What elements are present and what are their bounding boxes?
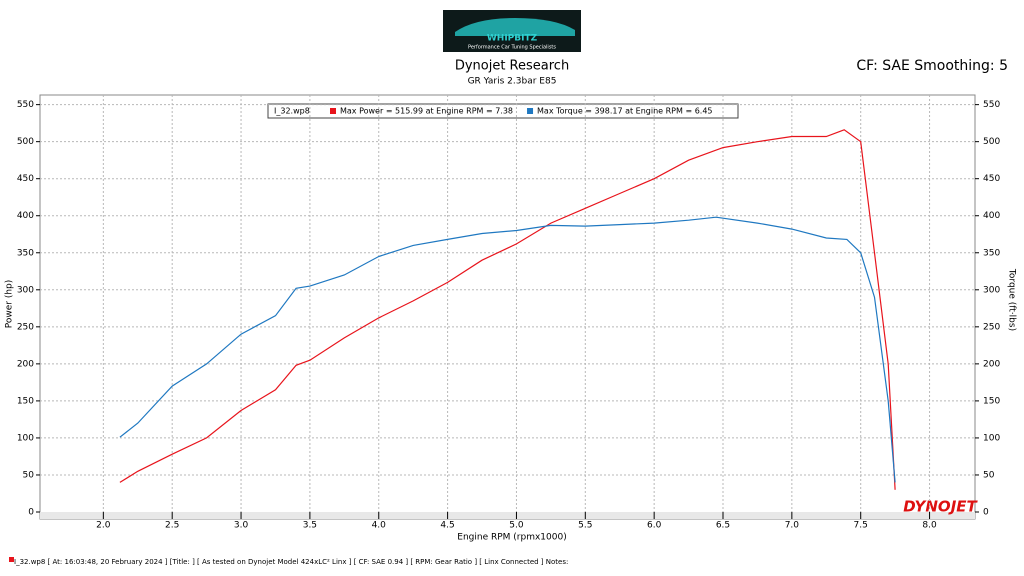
series-line xyxy=(119,129,896,490)
y2-tick-label: 400 xyxy=(983,211,1000,221)
chart-title: Dynojet Research xyxy=(455,59,569,74)
y-tick-label: 500 xyxy=(17,137,34,147)
legend xyxy=(267,103,739,119)
x-tick-label: 5.0 xyxy=(509,521,524,531)
x-axis-strip xyxy=(40,512,975,519)
y2-tick-label: 150 xyxy=(983,396,1000,406)
y-tick-label: 350 xyxy=(17,248,34,258)
footer-text: I_32.wp8 [ At: 16:03:48, 20 February 202… xyxy=(14,558,568,566)
y2-tick-label: 450 xyxy=(983,174,1000,184)
x-tick-label: 4.5 xyxy=(440,521,454,531)
legend-label: Max Power = 515.99 at Engine RPM = 7.38 xyxy=(340,107,513,116)
legend-label: Max Torque = 398.17 at Engine RPM = 6.45 xyxy=(537,107,712,116)
footer-icon xyxy=(9,557,14,562)
y2-tick-label: 100 xyxy=(983,433,1000,443)
y2-tick-label: 500 xyxy=(983,137,1000,147)
legend-title: I_32.wp8 xyxy=(274,107,310,116)
y-tick-label: 250 xyxy=(17,322,34,332)
y-tick-label: 300 xyxy=(17,285,34,295)
logo-tagline: Performance Car Tuning Specialists xyxy=(468,45,556,51)
y-tick-label: 550 xyxy=(17,100,34,110)
x-tick-label: 7.0 xyxy=(785,521,800,531)
series-line xyxy=(119,216,896,483)
y2-tick-label: 250 xyxy=(983,322,1000,332)
y2-axis-label: Torque (ft·lbs) xyxy=(1007,268,1017,331)
x-tick-label: 6.0 xyxy=(647,521,662,531)
y2-tick-label: 200 xyxy=(983,359,1000,369)
chart-subtitle: GR Yaris 2.3bar E85 xyxy=(468,77,557,87)
y2-tick-label: 550 xyxy=(983,100,1000,110)
y-tick-label: 50 xyxy=(23,470,35,480)
x-tick-label: 4.0 xyxy=(372,521,387,531)
legend-swatch xyxy=(527,108,534,114)
y-tick-label: 450 xyxy=(17,174,34,184)
y2-tick-label: 0 xyxy=(983,508,989,518)
y-axis-label: Power (hp) xyxy=(5,280,15,329)
x-tick-label: 5.5 xyxy=(578,521,592,531)
settings: CF: SAE Smoothing: 5 xyxy=(856,58,1008,74)
y-tick-label: 400 xyxy=(17,211,34,221)
x-tick-label: 3.0 xyxy=(234,521,249,531)
y2-tick-label: 300 xyxy=(983,285,1000,295)
y-tick-label: 100 xyxy=(17,433,34,443)
x-tick-label: 7.5 xyxy=(854,521,868,531)
x-tick-label: 2.0 xyxy=(96,521,111,531)
brand-logo: DYNOJET xyxy=(903,498,978,516)
x-tick-label: 2.5 xyxy=(165,521,179,531)
x-tick-label: 6.5 xyxy=(716,521,730,531)
x-axis-label: Engine RPM (rpmx1000) xyxy=(457,533,566,543)
y2-tick-label: 350 xyxy=(983,248,1000,258)
logo-name: WHIPBITZ xyxy=(487,34,538,44)
y-tick-label: 200 xyxy=(17,359,34,369)
x-tick-label: 8.0 xyxy=(922,521,937,531)
legend-swatch xyxy=(330,108,336,114)
plot-frame xyxy=(39,94,976,520)
y-tick-label: 0 xyxy=(28,508,34,518)
y-tick-label: 150 xyxy=(17,396,34,406)
x-tick-label: 3.5 xyxy=(303,521,317,531)
logo-car xyxy=(455,18,575,36)
y2-tick-label: 50 xyxy=(983,470,995,480)
